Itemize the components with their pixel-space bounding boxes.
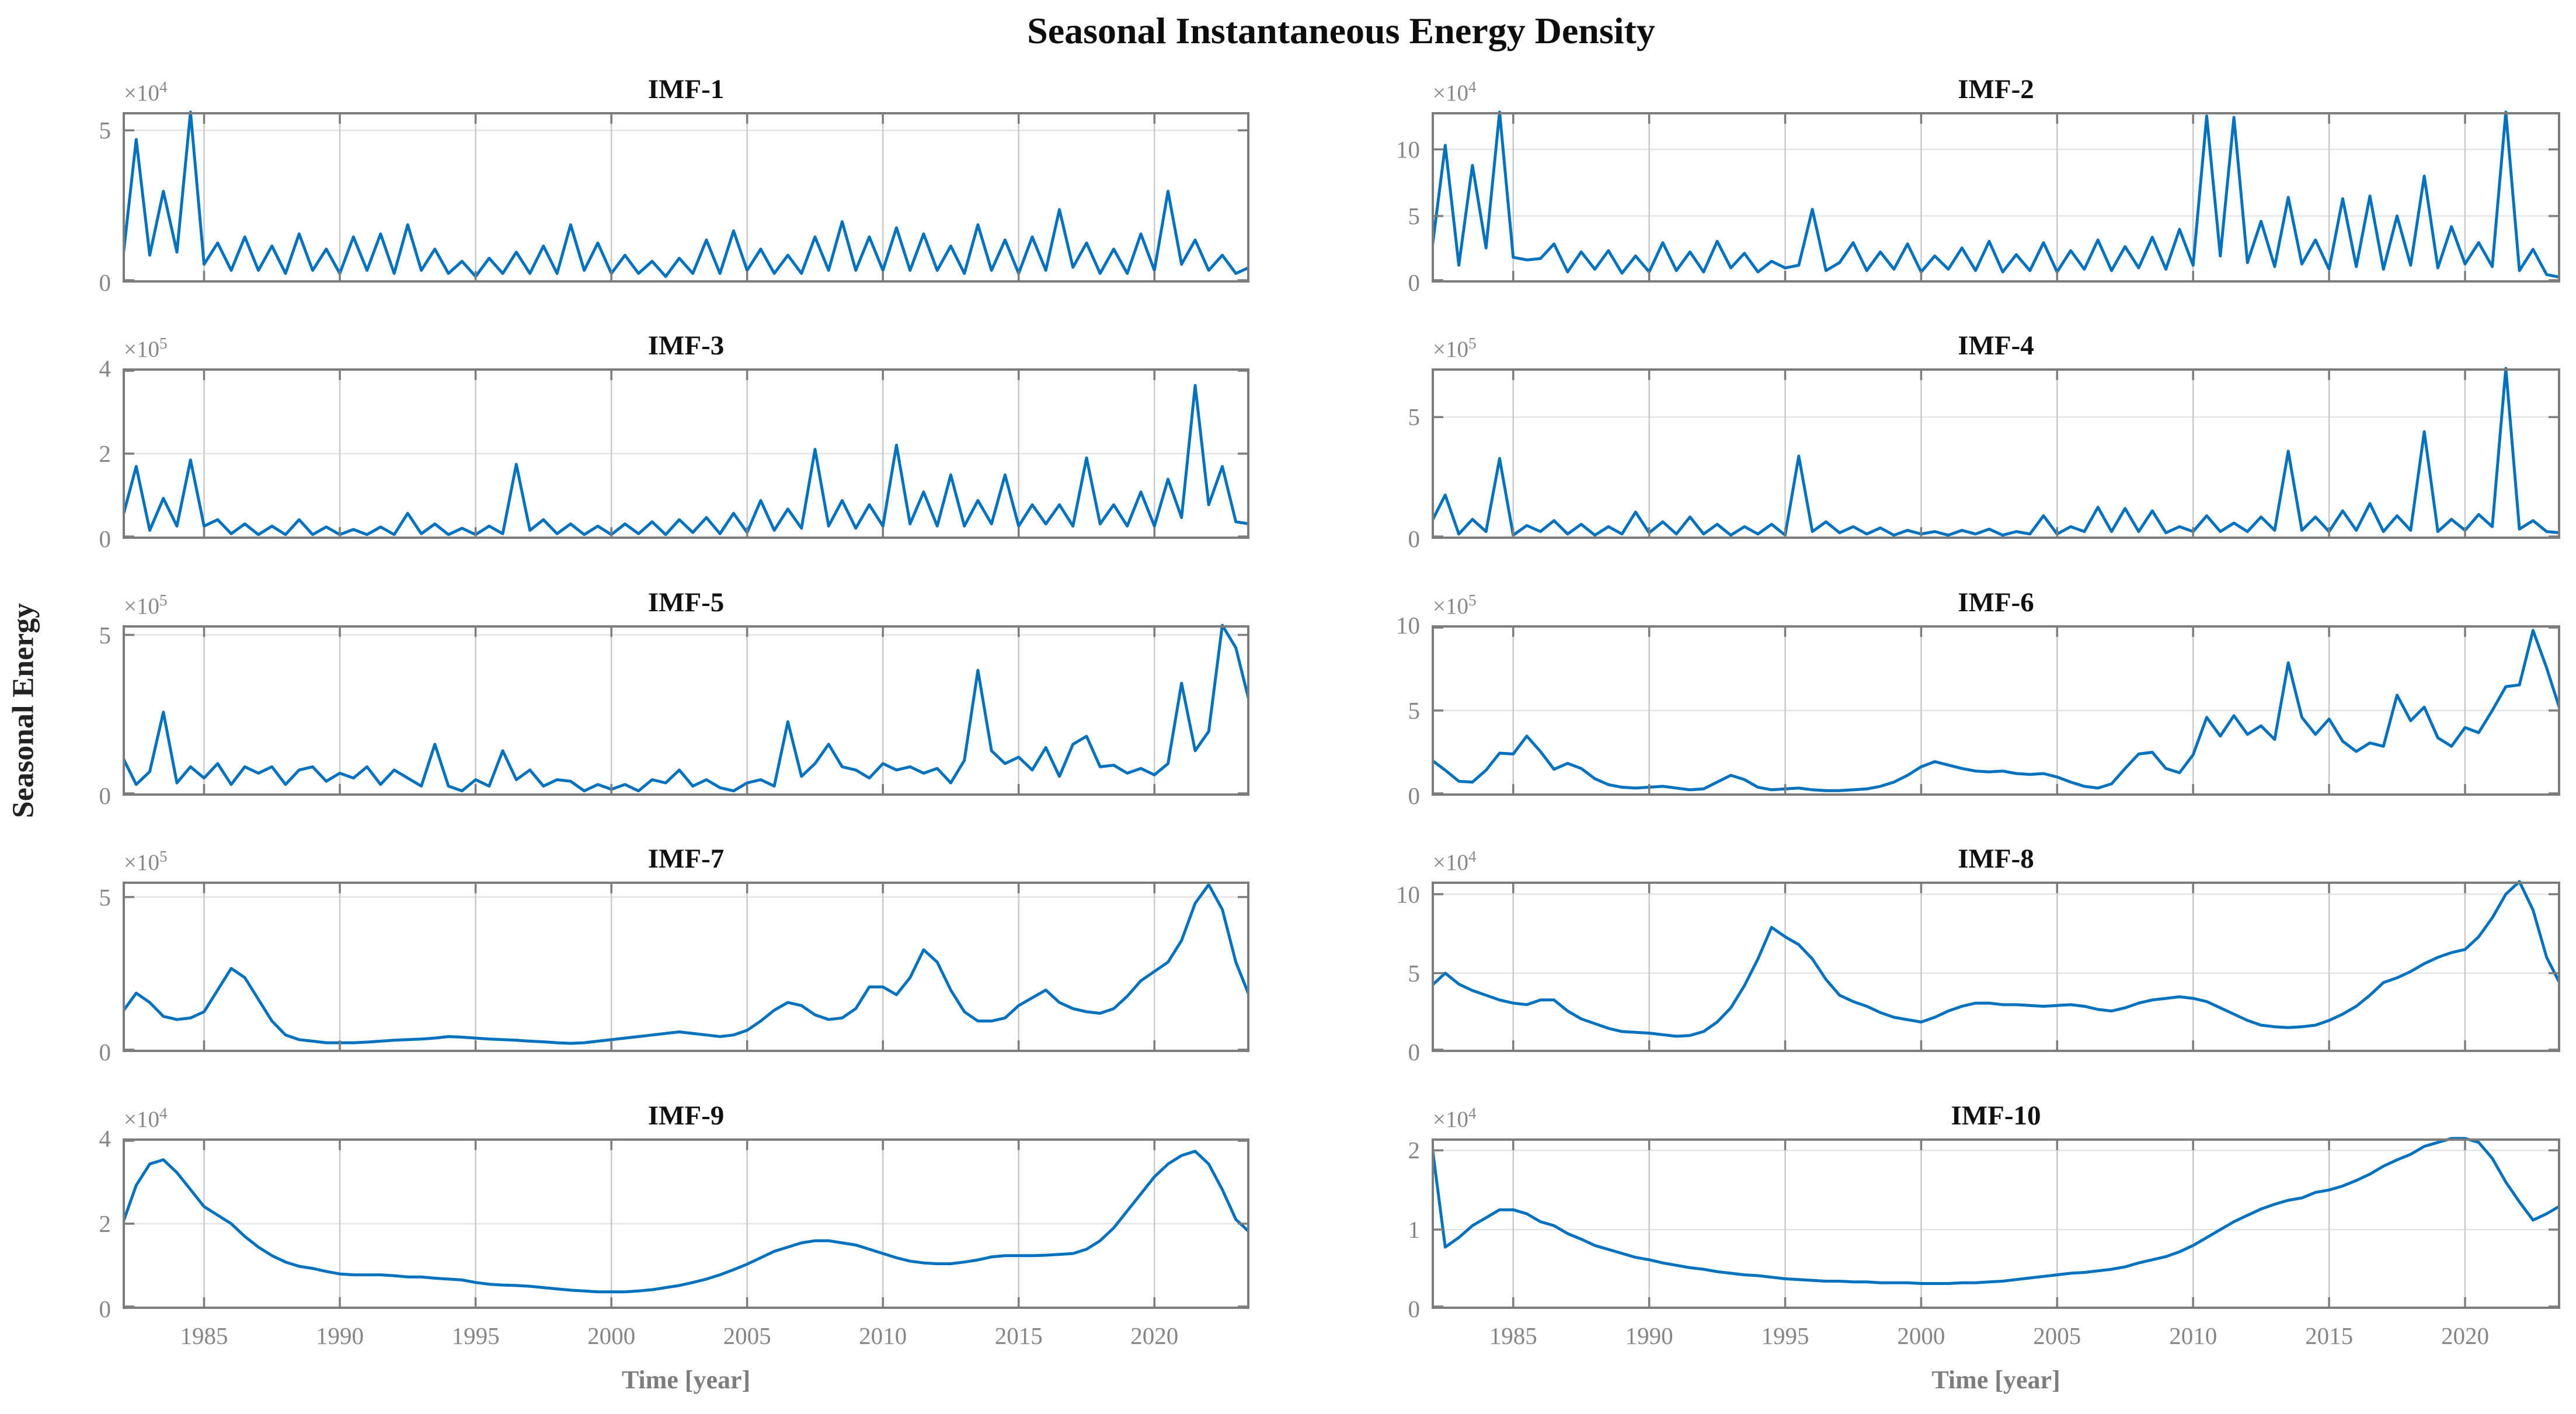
- panel-title: IMF-2: [1958, 74, 2034, 105]
- axes-frame: [123, 625, 1249, 796]
- y-tick-label: 5: [99, 621, 112, 649]
- x-tick-label: 2005: [2033, 1322, 2081, 1349]
- x-tick-label: 1985: [1489, 1322, 1537, 1349]
- y-tick-label: 0: [1408, 1039, 1421, 1065]
- y-tick-label: 2: [1408, 1137, 1421, 1164]
- y-tick-label: 5: [99, 117, 112, 144]
- series-line: [123, 624, 1249, 793]
- y-tick-label: 5: [1408, 959, 1421, 987]
- y-tick-label: 0: [99, 1295, 112, 1322]
- panel-title: IMF-1: [648, 74, 725, 105]
- series-line: [1432, 629, 2560, 792]
- y-axis-exponent-label: ×104: [124, 78, 168, 106]
- panel-title: IMF-5: [648, 587, 725, 618]
- x-tick-label: 1995: [1761, 1322, 1809, 1349]
- axes-frame: [1432, 112, 2560, 283]
- y-axis-exponent-label: ×105: [124, 591, 168, 619]
- panel-imf-10: [1432, 1137, 2560, 1309]
- x-tick-label: 2010: [2169, 1322, 2218, 1349]
- y-tick-label: 2: [99, 1210, 112, 1237]
- y-tick-label: 0: [99, 1039, 112, 1065]
- panel-title: IMF-6: [1958, 587, 2034, 618]
- y-tick-label: 0: [99, 525, 112, 552]
- panel-imf-2: [1432, 110, 2560, 283]
- x-tick-label: 2000: [587, 1322, 636, 1349]
- x-tick-label: 2015: [994, 1322, 1043, 1349]
- x-tick-label: 2000: [1897, 1322, 1945, 1349]
- x-tick-label: 1990: [1625, 1322, 1673, 1349]
- y-axis-exponent-label: ×104: [1433, 848, 1477, 875]
- y-tick-label: 0: [99, 782, 112, 809]
- x-axis-label: Time [year]: [621, 1366, 751, 1394]
- x-tick-label: 2005: [723, 1322, 771, 1349]
- panel-imf-1: [123, 110, 1249, 283]
- figure-title: Seasonal Instantaneous Energy Density: [1027, 10, 1655, 51]
- y-tick-label: 5: [1408, 403, 1421, 431]
- panel-title: IMF-10: [1951, 1100, 2041, 1131]
- series-line: [123, 384, 1249, 537]
- y-axis-exponent-label: ×105: [1433, 335, 1477, 362]
- x-tick-label: 1990: [316, 1322, 364, 1349]
- y-tick-label: 10: [1396, 612, 1420, 639]
- panel-title: IMF-3: [648, 330, 725, 361]
- y-tick-label: 0: [1408, 1295, 1421, 1322]
- axes-frame: [1432, 1138, 2560, 1309]
- y-tick-label: 0: [1408, 269, 1421, 296]
- y-tick-label: 0: [1408, 525, 1421, 552]
- panel-imf-8: [1432, 880, 2560, 1052]
- axes-frame: [123, 112, 1249, 283]
- x-tick-label: 1985: [180, 1322, 228, 1349]
- axes-frame: [123, 882, 1249, 1052]
- panel-imf-9: [123, 1138, 1249, 1309]
- y-axis-exponent-label: ×105: [124, 848, 168, 875]
- series-line: [1432, 1137, 2560, 1285]
- axes-frame: [1432, 882, 2560, 1052]
- y-axis-exponent-label: ×104: [124, 1105, 168, 1132]
- y-axis-exponent-label: ×105: [124, 335, 168, 362]
- x-tick-label: 2020: [2441, 1322, 2489, 1349]
- y-tick-label: 4: [99, 355, 112, 382]
- x-tick-label: 1995: [451, 1322, 500, 1349]
- panel-imf-4: [1432, 367, 2560, 539]
- y-tick-label: 1: [1408, 1216, 1421, 1244]
- y-tick-label: 5: [99, 883, 112, 911]
- y-tick-label: 0: [1408, 782, 1421, 809]
- y-axis-exponent-label: ×104: [1433, 1105, 1477, 1132]
- panel-imf-3: [123, 368, 1249, 539]
- x-tick-label: 2020: [1130, 1322, 1179, 1349]
- y-axis-exponent-label: ×104: [1433, 78, 1477, 106]
- series-line: [1432, 110, 2560, 279]
- series-line: [123, 1150, 1249, 1294]
- x-axis-label: Time [year]: [1931, 1366, 2060, 1394]
- x-tick-label: 2015: [2305, 1322, 2354, 1349]
- panel-imf-5: [123, 624, 1249, 796]
- series-line: [1432, 880, 2560, 1038]
- series-line: [123, 110, 1249, 278]
- axes-frame: [1432, 368, 2560, 539]
- panel-title: IMF-7: [648, 844, 725, 874]
- panel-title: IMF-8: [1958, 844, 2034, 874]
- y-tick-label: 5: [1408, 202, 1421, 229]
- y-tick-label: 5: [1408, 697, 1421, 724]
- panel-imf-6: [1432, 625, 2560, 796]
- y-tick-label: 10: [1396, 135, 1420, 163]
- y-tick-label: 2: [99, 440, 112, 467]
- series-line: [123, 883, 1249, 1045]
- x-tick-label: 2010: [859, 1322, 907, 1349]
- y-tick-label: 0: [99, 269, 112, 296]
- y-tick-label: 10: [1396, 880, 1420, 908]
- panel-title: IMF-4: [1958, 330, 2034, 361]
- panel-title: IMF-9: [648, 1100, 725, 1131]
- y-tick-label: 4: [99, 1125, 112, 1152]
- panel-imf-7: [123, 882, 1249, 1052]
- y-axis-exponent-label: ×105: [1433, 591, 1477, 619]
- series-line: [1432, 367, 2560, 537]
